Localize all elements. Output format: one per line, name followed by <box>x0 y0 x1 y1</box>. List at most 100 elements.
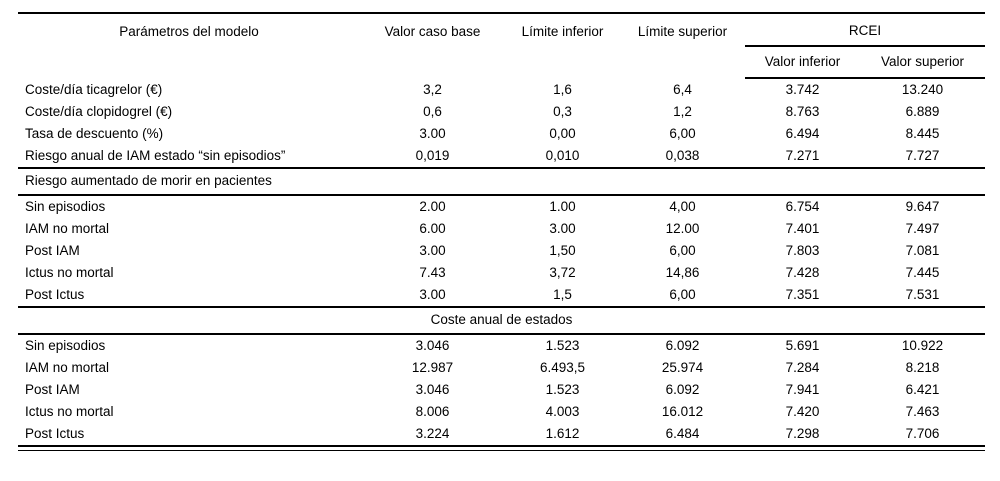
cell-value: 3.224 <box>415 426 450 441</box>
cell-value: 6,4 <box>673 81 692 97</box>
cell-value: 7.420 <box>785 404 820 419</box>
table-row: Post Ictus 3.224 1.612 6.484 7.298 7.706 <box>18 423 985 445</box>
row-label: Post Ictus <box>25 287 85 302</box>
cell-value: 25.974 <box>661 360 704 375</box>
cell-value: 3,2 <box>423 81 442 97</box>
cell-value: 3.742 <box>785 82 820 97</box>
cell-value: 7.727 <box>905 148 940 163</box>
cell-value: 0,3 <box>553 104 572 119</box>
col-header-limite-superior: Límite superior <box>637 23 728 39</box>
cell-value: 6,00 <box>669 287 696 302</box>
cell-value: 0,038 <box>665 148 700 163</box>
sensitivity-analysis-table: Parámetros del modelo Valor caso base Lí… <box>18 12 986 445</box>
cell-value: 7.43 <box>419 265 446 280</box>
row-label: IAM no mortal <box>25 360 110 375</box>
col-header-valor-inferior: Valor inferior <box>745 46 860 79</box>
row-label: Coste/día ticagrelor (€) <box>25 81 163 97</box>
cell-value: 1,2 <box>673 104 692 119</box>
table-row: Coste/día ticagrelor (€) 3,2 1,6 6,4 3.742 13… <box>18 78 985 101</box>
section-header: Riesgo aumentado de morir en pacientes <box>18 167 986 196</box>
cell-value: 0,010 <box>545 148 580 163</box>
row-label: IAM no mortal <box>25 221 110 236</box>
cell-value: 7.081 <box>905 243 940 258</box>
table-row: Tasa de descuento (%) 3.00 0,00 6,00 6.494 8.… <box>18 123 985 145</box>
cell-value: 16.012 <box>661 404 704 419</box>
cell-value: 1,6 <box>553 81 572 97</box>
cell-value: 1.523 <box>545 338 580 353</box>
table-row: IAM no mortal 6.00 3.00 12.00 7.401 7.497 <box>18 218 985 240</box>
cell-value: 10.922 <box>901 338 944 353</box>
table-bottom-rule <box>18 445 985 451</box>
col-header-valor-superior: Valor superior <box>860 46 986 79</box>
cell-value: 8.445 <box>905 126 940 141</box>
cell-value: 6,00 <box>669 126 696 141</box>
cell-value: 6.00 <box>419 221 446 236</box>
cell-value: 7.706 <box>905 426 940 441</box>
section-header-row: Riesgo aumentado de morir en pacientes <box>18 167 986 196</box>
cell-value: 7.298 <box>785 426 820 441</box>
cell-value: 6.493,5 <box>539 360 586 375</box>
cell-value: 3.046 <box>415 338 450 353</box>
table-row: Coste/día clopidogrel (€) 0,6 0,3 1,2 8.763 6… <box>18 101 985 123</box>
row-label: Riesgo anual de IAM estado “sin episodio… <box>25 148 286 163</box>
row-label: Ictus no mortal <box>25 265 114 280</box>
cell-value: 12.00 <box>665 221 700 236</box>
cell-value: 1,5 <box>553 287 572 302</box>
row-label: Post IAM <box>25 243 80 258</box>
cell-value: 3.00 <box>419 287 446 302</box>
cell-value: 0,00 <box>549 126 576 141</box>
table-row: Ictus no mortal 7.43 3,72 14,86 7.428 7.445 <box>18 262 985 284</box>
table-body: Coste/día ticagrelor (€) 3,2 1,6 6,4 3.742 13… <box>18 78 986 445</box>
cell-value: 7.351 <box>785 287 820 302</box>
section-header: Coste anual de estados <box>18 306 986 335</box>
cell-value: 3.00 <box>419 126 446 141</box>
cell-value: 6.754 <box>785 199 820 214</box>
cell-value: 4,00 <box>669 199 696 214</box>
cell-value: 2.00 <box>419 199 446 214</box>
cell-value: 6,00 <box>669 243 696 258</box>
row-label: Tasa de descuento (%) <box>25 126 164 141</box>
table-row: Post IAM 3.046 1.523 6.092 7.941 6.421 <box>18 379 985 401</box>
cell-value: 8.763 <box>785 104 820 119</box>
cell-value: 7.428 <box>785 265 820 280</box>
cell-value: 7.271 <box>785 148 820 163</box>
section-header-row: Coste anual de estados <box>18 306 986 335</box>
cell-value: 0,6 <box>423 104 442 119</box>
cell-value: 8.218 <box>905 360 940 375</box>
header-row-sub: Valor inferior Valor superior <box>18 46 986 79</box>
cell-value: 3.00 <box>549 221 576 236</box>
table-row: Sin episodios 2.00 1.00 4,00 6.754 9.647 <box>18 195 985 218</box>
cell-value: 7.497 <box>905 221 940 236</box>
header-row-main: Parámetros del modelo Valor caso base Lí… <box>18 13 986 47</box>
table-row: Riesgo anual de IAM estado “sin episodio… <box>18 145 985 168</box>
row-label: Sin episodios <box>25 199 106 214</box>
table-row: Post Ictus 3.00 1,5 6,00 7.351 7.531 <box>18 284 985 307</box>
cell-value: 7.941 <box>785 382 820 397</box>
row-label: Ictus no mortal <box>25 404 114 419</box>
table-row: IAM no mortal 12.987 6.493,5 25.974 7.284 8.2… <box>18 357 985 379</box>
table-row: Sin episodios 3.046 1.523 6.092 5.691 10.922 <box>18 334 985 357</box>
row-label: Sin episodios <box>25 338 106 353</box>
cell-value: 3.046 <box>415 382 450 397</box>
col-header-limite-inferior: Límite inferior <box>521 23 604 39</box>
cell-value: 14,86 <box>665 265 700 280</box>
cell-value: 6.494 <box>785 126 820 141</box>
cell-value: 12.987 <box>411 360 454 375</box>
row-label: Post Ictus <box>25 426 85 441</box>
cell-value: 1.523 <box>545 382 580 397</box>
cell-value: 7.284 <box>785 360 820 375</box>
cell-value: 9.647 <box>905 199 940 214</box>
table-row: Post IAM 3.00 1,50 6,00 7.803 7.081 <box>18 240 985 262</box>
cell-value: 6.421 <box>905 382 940 397</box>
row-label: Post IAM <box>25 382 80 397</box>
col-header-valor-caso-base: Valor caso base <box>384 23 481 39</box>
cell-value: 7.803 <box>785 243 820 258</box>
col-header-rcei: RCEI <box>745 13 986 47</box>
cell-value: 6.889 <box>905 104 940 119</box>
cell-value: 7.445 <box>905 265 940 280</box>
cell-value: 13.240 <box>901 82 944 97</box>
cell-value: 3.00 <box>419 243 446 258</box>
cell-value: 6.092 <box>665 382 700 397</box>
cell-value: 1.00 <box>549 199 576 214</box>
